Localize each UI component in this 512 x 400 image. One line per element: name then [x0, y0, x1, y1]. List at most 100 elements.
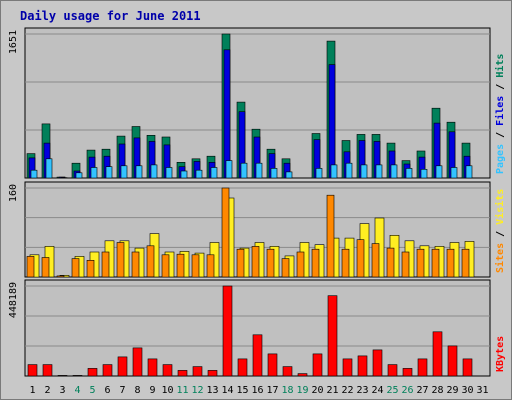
legend-label-0: Pages	[495, 144, 506, 174]
legend-label-0: Sites	[494, 243, 506, 273]
panel-visits-sites: 160 Sites / Visits	[8, 181, 506, 278]
bar-sites-12	[191, 254, 200, 278]
bar-sites-4	[71, 258, 80, 278]
legend-label-4: Hits	[494, 54, 506, 78]
bar-pages-11	[180, 170, 188, 179]
legend-label-0: KBytes	[495, 336, 506, 372]
bar-kbytes-23	[357, 355, 368, 377]
x-tick-label: 18	[281, 385, 293, 396]
bar-pages-27	[420, 169, 428, 179]
bar-kbytes-6	[102, 364, 113, 377]
bar-sites-13	[206, 254, 215, 278]
bar-pages-5	[90, 167, 98, 179]
bar-pages-2	[45, 158, 53, 179]
bar-kbytes-18	[282, 366, 293, 377]
x-tick-label: 23	[356, 385, 368, 396]
legend-label-2: Files	[494, 96, 506, 126]
x-tick-label: 20	[311, 385, 323, 396]
bar-kbytes-9	[147, 358, 158, 377]
bar-pages-9	[150, 164, 158, 179]
x-tick-label: 13	[206, 385, 218, 396]
bar-sites-25	[386, 247, 395, 278]
bar-kbytes-25	[387, 364, 398, 377]
bar-kbytes-12	[192, 366, 203, 377]
bar-sites-19	[296, 251, 305, 278]
bar-sites-6	[101, 251, 110, 278]
bar-pages-4	[75, 172, 83, 179]
bar-sites-26	[401, 251, 410, 278]
y-max-label: 448189	[8, 282, 19, 318]
bar-pages-22	[345, 162, 353, 179]
chart-title: Daily usage for June 2011	[20, 9, 201, 23]
bar-pages-29	[450, 167, 458, 179]
x-tick-label: 27	[416, 385, 428, 396]
bar-sites-14	[221, 187, 230, 278]
x-tick-label: 6	[104, 385, 110, 396]
bar-kbytes-21	[327, 295, 338, 377]
bar-pages-26	[405, 168, 413, 179]
bar-files-14	[223, 49, 231, 179]
bar-sites-7	[116, 242, 125, 278]
x-tick-label: 24	[371, 385, 383, 396]
bar-sites-24	[371, 243, 380, 278]
bar-pages-25	[390, 164, 398, 179]
x-tick-label: 16	[251, 385, 263, 396]
bar-kbytes-15	[237, 358, 248, 377]
legend-labels: KBytes	[495, 336, 506, 372]
x-tick-label: 25	[386, 385, 398, 396]
x-tick-label: 4	[74, 385, 80, 396]
y-max-label: 160	[8, 184, 19, 202]
bar-kbytes-26	[402, 368, 413, 377]
bar-kbytes-7	[117, 356, 128, 377]
legend-label-1: /	[495, 225, 506, 243]
x-tick-label: 10	[161, 385, 173, 396]
bar-pages-28	[435, 165, 443, 179]
bar-kbytes-16	[252, 334, 263, 377]
panel-kbytes: 448189 KBytes	[8, 279, 506, 377]
bar-kbytes-28	[432, 331, 443, 377]
legend-labels: Pages / Files / Hits	[494, 54, 506, 174]
x-tick-label: 22	[341, 385, 353, 396]
bar-kbytes-29	[447, 345, 458, 377]
bar-sites-23	[356, 239, 365, 278]
bar-sites-10	[161, 254, 170, 278]
chart-panels: 1651 Pages / Files / Hits 160 Sites / Visit…	[8, 27, 506, 377]
x-tick-label: 14	[221, 385, 233, 396]
bar-kbytes-5	[87, 368, 98, 377]
panel-hits-files-pages: 1651 Pages / Files / Hits	[8, 27, 506, 179]
legend-labels: Sites / Visits	[494, 189, 506, 273]
bar-pages-17	[270, 168, 278, 179]
bar-sites-11	[176, 253, 185, 278]
bar-pages-23	[360, 164, 368, 179]
bar-sites-21	[326, 194, 335, 278]
bar-pages-13	[210, 167, 218, 179]
x-tick-label: 26	[401, 385, 413, 396]
x-tick-label: 7	[119, 385, 125, 396]
bar-pages-24	[375, 164, 383, 179]
bar-kbytes-19	[297, 373, 308, 377]
x-tick-label: 29	[446, 385, 458, 396]
x-tick-label: 30	[461, 385, 473, 396]
bar-pages-18	[285, 171, 293, 179]
bar-sites-27	[416, 248, 425, 278]
bar-pages-16	[255, 162, 263, 179]
x-tick-label: 8	[134, 385, 140, 396]
bar-pages-30	[465, 165, 473, 179]
bar-pages-1	[30, 169, 38, 179]
bar-sites-28	[431, 248, 440, 278]
x-tick-label: 19	[296, 385, 308, 396]
bar-pages-14	[225, 160, 233, 179]
bar-kbytes-8	[132, 347, 143, 377]
legend-label-2: Visits	[494, 189, 506, 225]
bar-kbytes-1	[27, 364, 38, 377]
x-tick-label: 5	[89, 385, 95, 396]
bar-kbytes-22	[342, 358, 353, 377]
bar-sites-3	[56, 275, 65, 278]
bar-kbytes-11	[177, 370, 188, 377]
legend-label-3: /	[495, 78, 506, 96]
x-tick-label: 3	[59, 385, 65, 396]
x-tick-label: 11	[176, 385, 188, 396]
bar-kbytes-4	[72, 375, 83, 377]
y-max-label: 1651	[8, 30, 19, 54]
